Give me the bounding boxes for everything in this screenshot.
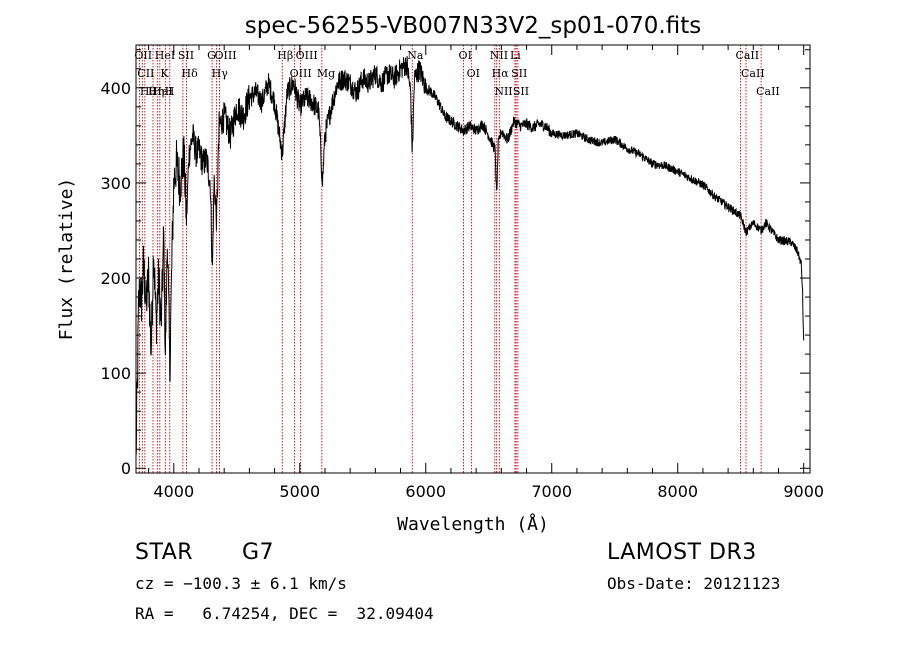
x-tick-label: 4000 (153, 482, 194, 501)
survey-name: LAMOST DR3 (607, 540, 757, 565)
x-tick-label: 5000 (279, 482, 320, 501)
line-marker-label: OIII (296, 49, 318, 62)
line-marker-label: SII (178, 49, 194, 62)
x-axis-ticks: 4000 5000 6000 7000 8000 9000 (148, 45, 824, 501)
y-axis-ticks: 0 100 200 300 400 (100, 49, 810, 478)
emission-absorption-line-markers (138, 45, 762, 473)
line-marker-label: NII (490, 49, 508, 62)
line-marker-label: Hβ (277, 49, 293, 62)
line-marker-label: Hη (148, 85, 164, 98)
y-tick-label: 400 (100, 79, 131, 98)
y-tick-label: 100 (100, 364, 131, 383)
line-marker-label: SII (511, 67, 527, 80)
line-marker-label: CaII (735, 49, 759, 62)
line-marker-label: CII (137, 67, 154, 80)
line-marker-label: HeI (152, 85, 172, 98)
line-marker-label: Hγ (212, 67, 229, 80)
plot-frame (135, 44, 811, 474)
line-marker-label: Hα (492, 67, 510, 80)
redshift-velocity: cz = −100.3 ± 6.1 km/s (135, 574, 347, 593)
spectrum-line (135, 56, 805, 456)
line-marker-label: OIII (290, 67, 312, 80)
line-marker-label: Li (510, 49, 521, 62)
line-marker-label: H (165, 85, 175, 98)
object-class: STAR (135, 540, 194, 565)
x-tick-label: 6000 (405, 482, 446, 501)
line-marker-label: CaII (756, 85, 780, 98)
x-tick-label: 9000 (783, 482, 824, 501)
ra-dec-coordinates: RA = 6.74254, DEC = 32.09404 (135, 604, 434, 623)
line-marker-label: OI (467, 67, 480, 80)
line-marker-label: CaII (741, 67, 765, 80)
line-marker-label: HeI (155, 49, 175, 62)
line-marker-label: Hδ (182, 67, 199, 80)
observation-date: Obs-Date: 20121123 (607, 574, 781, 593)
line-marker-label: OI (459, 49, 472, 62)
line-marker-label: SII (513, 85, 529, 98)
line-marker-label: Na (407, 49, 424, 62)
y-tick-label: 300 (100, 174, 131, 193)
line-marker-label: NII (494, 85, 512, 98)
line-marker-label: K (160, 67, 169, 80)
y-axis-label: Flux (relative) (56, 178, 77, 341)
line-marker-label: OIII (215, 49, 237, 62)
y-tick-label: 200 (100, 269, 131, 288)
line-marker-label: Mg (317, 67, 335, 80)
chart-title: spec-56255-VB007N33V2_sp01-070.fits (245, 13, 701, 39)
line-marker-label: OII (134, 49, 152, 62)
line-marker-label: G (207, 49, 216, 62)
y-tick-label: 0 (121, 459, 131, 478)
x-tick-label: 8000 (657, 482, 698, 501)
object-subclass: G7 (242, 540, 275, 565)
x-axis-label: Wavelength (Å) (397, 513, 549, 535)
x-tick-label: 7000 (531, 482, 572, 501)
